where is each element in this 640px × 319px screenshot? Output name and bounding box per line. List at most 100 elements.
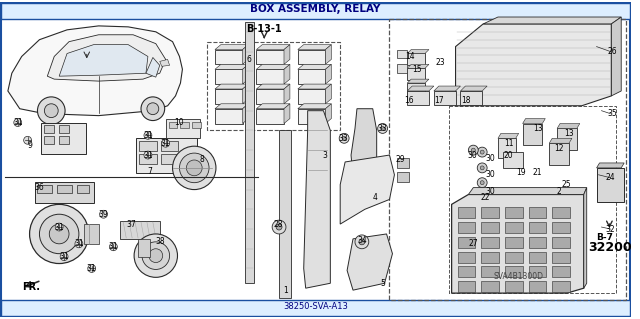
Polygon shape <box>325 45 332 64</box>
Bar <box>298 49 325 64</box>
Bar <box>505 222 523 233</box>
Bar <box>180 122 189 129</box>
Polygon shape <box>257 84 290 89</box>
Polygon shape <box>146 57 160 77</box>
Circle shape <box>100 210 108 218</box>
Bar <box>215 89 243 104</box>
Polygon shape <box>257 45 290 49</box>
Circle shape <box>14 119 22 126</box>
Bar <box>529 222 547 233</box>
Bar <box>161 141 179 151</box>
Text: 31: 31 <box>60 252 69 261</box>
Circle shape <box>162 139 170 147</box>
Bar <box>139 141 157 151</box>
Text: 1: 1 <box>284 286 289 295</box>
Polygon shape <box>325 104 332 123</box>
Polygon shape <box>243 84 248 104</box>
Bar <box>35 182 93 204</box>
Bar <box>529 281 547 292</box>
Polygon shape <box>461 86 487 91</box>
Bar <box>523 123 542 145</box>
Bar <box>481 252 499 263</box>
Bar <box>458 222 476 233</box>
Text: 31: 31 <box>143 151 153 160</box>
Text: 38250-SVA-A13: 38250-SVA-A13 <box>283 302 348 311</box>
Text: 31: 31 <box>161 139 170 148</box>
Polygon shape <box>325 84 332 104</box>
Bar <box>390 19 626 300</box>
Bar <box>77 185 89 193</box>
Polygon shape <box>257 104 290 109</box>
Polygon shape <box>407 79 429 83</box>
Text: 9: 9 <box>27 141 32 150</box>
Bar <box>298 69 325 84</box>
Circle shape <box>134 234 177 277</box>
Polygon shape <box>59 45 148 76</box>
Bar <box>120 221 160 239</box>
Circle shape <box>342 136 346 140</box>
Bar <box>84 224 99 244</box>
Circle shape <box>477 163 487 173</box>
Bar <box>552 222 570 233</box>
Circle shape <box>142 242 170 270</box>
Circle shape <box>272 220 286 234</box>
Circle shape <box>144 151 152 159</box>
Text: 39: 39 <box>99 210 108 219</box>
Bar <box>503 152 523 168</box>
Text: 3: 3 <box>322 151 327 160</box>
Text: 2: 2 <box>557 187 561 196</box>
Polygon shape <box>284 104 290 123</box>
Text: 34: 34 <box>357 236 367 245</box>
Circle shape <box>60 253 68 261</box>
Text: 30: 30 <box>485 187 495 196</box>
Bar <box>505 207 523 218</box>
Circle shape <box>88 264 95 272</box>
Text: 30: 30 <box>485 170 495 179</box>
Bar <box>549 143 569 165</box>
Polygon shape <box>160 59 170 66</box>
Circle shape <box>359 239 365 245</box>
Bar <box>138 239 150 256</box>
Text: B-13-1: B-13-1 <box>246 24 282 34</box>
Circle shape <box>477 147 487 157</box>
Text: 31: 31 <box>87 264 97 273</box>
Circle shape <box>480 150 484 154</box>
Polygon shape <box>483 17 621 24</box>
Bar <box>552 281 570 292</box>
Text: 38: 38 <box>155 237 164 246</box>
Polygon shape <box>407 86 434 91</box>
Circle shape <box>49 224 69 244</box>
Polygon shape <box>596 163 624 168</box>
Polygon shape <box>584 188 587 288</box>
Text: 5: 5 <box>380 279 385 288</box>
Bar <box>461 91 482 105</box>
Text: 20: 20 <box>503 151 513 160</box>
Text: 35: 35 <box>607 109 617 118</box>
Polygon shape <box>243 104 248 123</box>
Text: 18: 18 <box>461 96 471 105</box>
Bar <box>215 49 243 64</box>
Polygon shape <box>215 104 248 109</box>
Polygon shape <box>407 64 429 68</box>
Circle shape <box>55 223 63 231</box>
Text: 8: 8 <box>200 155 205 165</box>
Bar <box>481 266 499 277</box>
Text: 31: 31 <box>109 242 118 251</box>
Polygon shape <box>351 109 377 178</box>
Text: SVA4B1300D: SVA4B1300D <box>493 272 543 281</box>
Bar <box>552 207 570 218</box>
Bar <box>215 69 243 84</box>
Polygon shape <box>284 45 290 64</box>
Text: 29: 29 <box>396 155 405 165</box>
Text: 33: 33 <box>378 124 387 133</box>
Polygon shape <box>47 35 166 81</box>
Text: 31: 31 <box>54 223 64 232</box>
Text: 13: 13 <box>534 124 543 133</box>
Bar <box>481 237 499 248</box>
Polygon shape <box>215 64 248 69</box>
Bar <box>434 91 456 105</box>
Text: 13: 13 <box>564 129 574 138</box>
Bar <box>505 252 523 263</box>
Text: BOX ASSEMBLY, RELAY: BOX ASSEMBLY, RELAY <box>250 4 381 14</box>
Bar <box>397 64 407 73</box>
